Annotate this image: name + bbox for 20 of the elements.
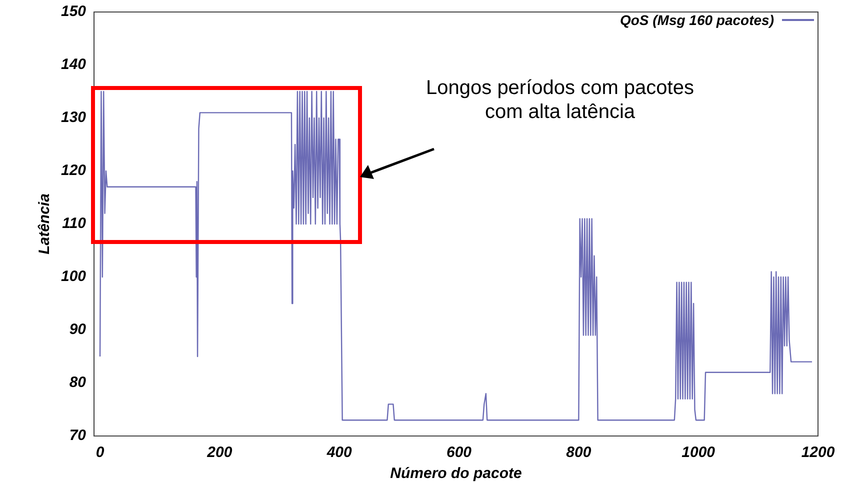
x-tick-label: 200 bbox=[206, 444, 233, 462]
x-tick-label: 1000 bbox=[682, 444, 716, 462]
x-tick-label: 400 bbox=[326, 444, 353, 462]
legend-label: QoS (Msg 160 pacotes) bbox=[620, 12, 774, 28]
annotation: Longos períodos com pacotes com alta latência bbox=[425, 76, 695, 124]
y-tick-label: 70 bbox=[69, 427, 87, 444]
x-axis-title: Número do pacote bbox=[390, 465, 522, 482]
y-tick-label: 100 bbox=[60, 268, 87, 286]
y-axis-title: Latência bbox=[36, 194, 54, 254]
x-tick-label: 800 bbox=[566, 444, 592, 462]
y-tick-label: 140 bbox=[60, 56, 87, 74]
y-tick-label: 150 bbox=[60, 3, 87, 20]
y-tick-label: 130 bbox=[60, 109, 87, 126]
x-tick-label: 1200 bbox=[801, 444, 836, 462]
y-tick-label: 80 bbox=[69, 374, 87, 392]
y-tick-label: 90 bbox=[69, 321, 87, 338]
y-tick-label: 110 bbox=[62, 215, 87, 232]
x-tick-label: 600 bbox=[446, 444, 472, 462]
x-tick-label: 0 bbox=[96, 444, 105, 462]
y-tick-label: 120 bbox=[60, 162, 87, 180]
